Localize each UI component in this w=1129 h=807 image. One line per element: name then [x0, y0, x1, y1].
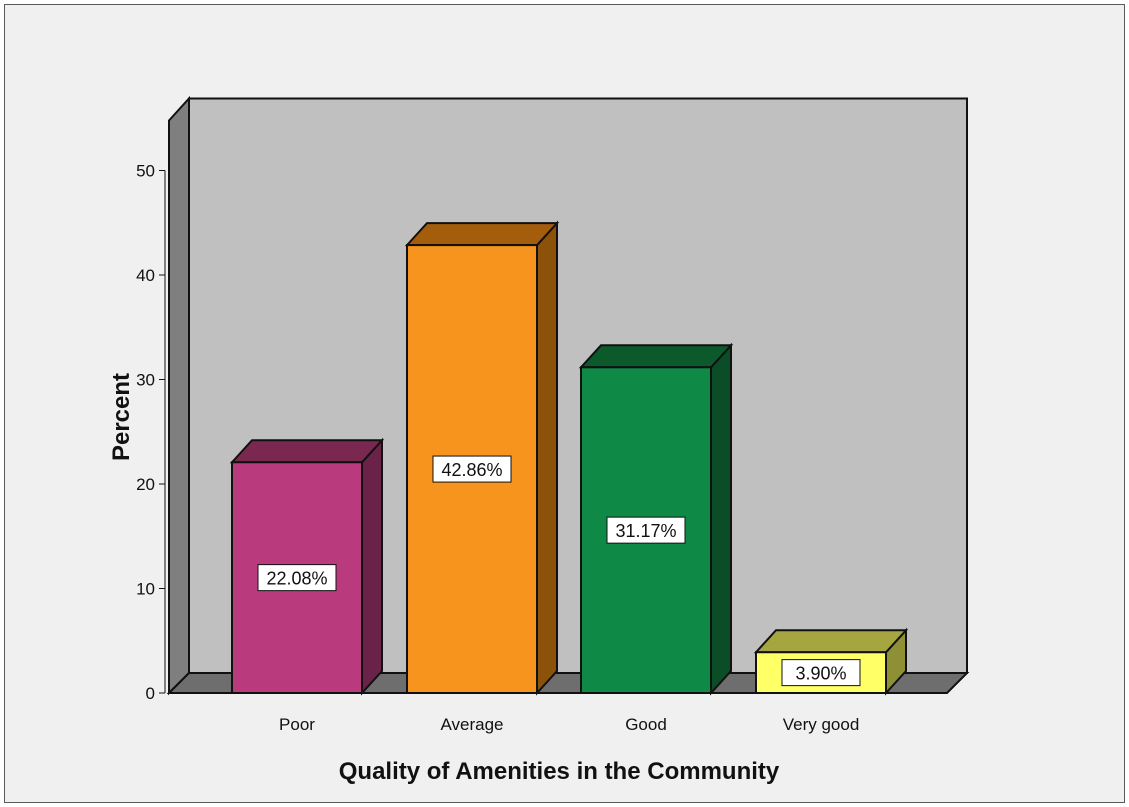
x-axis-title: Quality of Amenities in the Community	[339, 758, 780, 785]
bar-poor-side	[361, 437, 383, 696]
y-tick-label: 20	[136, 475, 155, 494]
data-label-box	[781, 659, 861, 687]
x-tick-label: Very good	[783, 715, 860, 734]
data-label: 3.90%	[795, 664, 846, 684]
chart-frame: 0 10 20 30 40 50 22.08% Poor 42.86% Average 31.17%…	[4, 4, 1125, 803]
y-tick-label: 30	[136, 371, 155, 390]
y-tick-label: 40	[136, 266, 155, 285]
bar-poor-top	[229, 439, 385, 464]
data-label-box	[257, 564, 337, 592]
data-label: 31.17%	[615, 521, 676, 541]
bar-average-side	[536, 220, 558, 696]
plot-left-wall	[168, 95, 190, 696]
data-label: 22.08%	[266, 569, 327, 589]
bar-good-top	[578, 344, 734, 369]
y-tick-label: 50	[136, 162, 155, 181]
bar-chart: 0 10 20 30 40 50 22.08% Poor 42.86% Average 31.17%…	[108, 95, 970, 785]
bar-very-good-top	[753, 629, 909, 654]
data-label-box	[432, 455, 512, 483]
data-label-box	[606, 516, 686, 544]
x-tick-label: Good	[625, 715, 667, 734]
data-label: 42.86%	[441, 460, 502, 480]
x-tick-label: Poor	[279, 715, 315, 734]
y-tick-label: 10	[136, 580, 155, 599]
bar-average-top	[404, 222, 560, 247]
bar-good-side	[710, 342, 732, 696]
x-tick-label: Average	[440, 715, 503, 734]
y-tick-label: 0	[146, 684, 155, 703]
y-axis-title: Percent	[108, 373, 135, 461]
